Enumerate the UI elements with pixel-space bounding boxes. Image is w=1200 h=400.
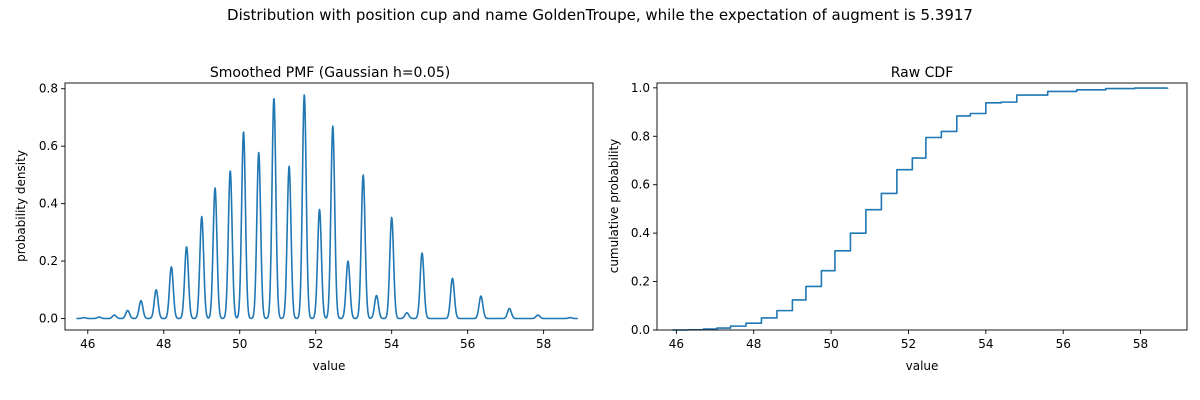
pmf-y-tick-label: 0.8 — [39, 82, 58, 96]
cdf-y-tick-label: 0.0 — [631, 323, 650, 337]
pmf-x-tick-label: 58 — [536, 337, 551, 351]
pmf-ticks: 46 48 50 52 54 56 58 0.0 0.2 0.4 0.6 0.8 — [39, 82, 551, 351]
cdf-y-tick-label: 0.4 — [631, 226, 650, 240]
pmf-x-tick-label: 48 — [156, 337, 171, 351]
pmf-y-axis-label: probability density — [14, 150, 28, 262]
pmf-x-tick-label: 56 — [460, 337, 475, 351]
cdf-y-tick-label: 1.0 — [631, 81, 650, 95]
pmf-x-tick-label: 52 — [308, 337, 323, 351]
cdf-y-tick-label: 0.6 — [631, 178, 650, 192]
pmf-y-tick-label: 0.6 — [39, 139, 58, 153]
pmf-y-tick-label: 0.4 — [39, 197, 58, 211]
pmf-axes: Smoothed PMF (Gaussian h=0.05) 46 48 50 52 5… — [14, 65, 594, 373]
cdf-ticks: 46 48 50 52 54 56 58 0.0 0.2 0.4 0.6 0.8 1.0 — [631, 81, 1148, 351]
cdf-x-tick-label: 48 — [746, 337, 761, 351]
pmf-y-tick-label: 0.0 — [39, 312, 58, 326]
pmf-title: Smoothed PMF (Gaussian h=0.05) — [210, 65, 450, 81]
pmf-plot-area — [75, 94, 579, 320]
cdf-x-tick-label: 52 — [901, 337, 916, 351]
cdf-y-tick-label: 0.8 — [631, 129, 650, 143]
figure-suptitle: Distribution with position cup and name … — [227, 6, 973, 24]
pmf-x-tick-label: 46 — [80, 337, 95, 351]
cdf-x-tick-label: 46 — [669, 337, 684, 351]
pmf-x-axis-label: value — [313, 359, 346, 373]
pmf-axes-frame — [64, 82, 594, 331]
cdf-y-tick-label: 0.2 — [631, 275, 650, 289]
cdf-y-axis-label: cumulative probability — [607, 139, 621, 274]
cdf-x-tick-label: 50 — [823, 337, 838, 351]
pmf-x-tick-label: 54 — [384, 337, 399, 351]
cdf-x-tick-label: 58 — [1133, 337, 1148, 351]
pmf-y-tick-label: 0.2 — [39, 254, 58, 268]
pmf-density-line — [75, 94, 579, 320]
cdf-plot-area — [672, 87, 1169, 331]
cdf-step-line — [672, 87, 1169, 331]
cdf-axes: Raw CDF 46 48 50 52 54 56 58 0.0 0.2 0.4 0.6 0.8 1.0… — [607, 65, 1188, 373]
cdf-x-axis-label: value — [906, 359, 939, 373]
cdf-axes-frame — [656, 82, 1188, 331]
pmf-x-tick-label: 50 — [232, 337, 247, 351]
cdf-x-tick-label: 54 — [978, 337, 993, 351]
cdf-title: Raw CDF — [891, 65, 954, 81]
cdf-x-tick-label: 56 — [1056, 337, 1071, 351]
